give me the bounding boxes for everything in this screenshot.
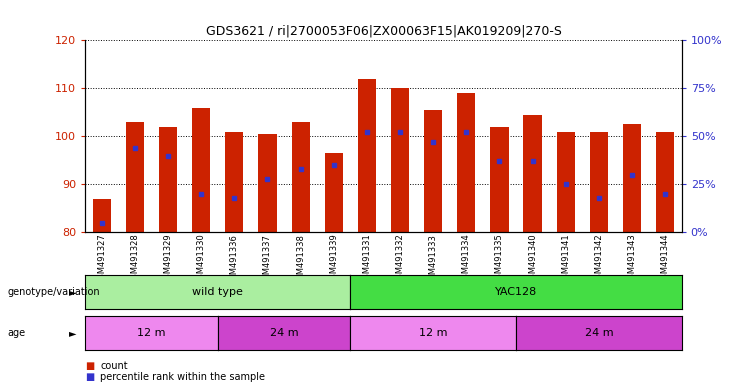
Bar (623, 124, 641, 232)
Text: 12 m: 12 m (419, 328, 448, 338)
Text: age: age (7, 328, 25, 338)
Bar (225, 131, 244, 232)
Bar (424, 110, 442, 232)
Text: ■: ■ (85, 361, 94, 371)
Bar (291, 122, 310, 232)
Text: 24 m: 24 m (270, 328, 299, 338)
Bar (159, 127, 177, 232)
Bar (93, 199, 111, 232)
Bar (491, 127, 508, 232)
Bar (523, 115, 542, 232)
Text: genotype/variation: genotype/variation (7, 287, 100, 297)
Text: wild type: wild type (193, 287, 243, 297)
Title: GDS3621 / ri|2700053F06|ZX00063F15|AK019209|270-S: GDS3621 / ri|2700053F06|ZX00063F15|AK019… (205, 25, 562, 38)
Bar (259, 134, 276, 232)
Bar (391, 88, 409, 232)
Text: 12 m: 12 m (137, 328, 166, 338)
Bar (556, 131, 575, 232)
Text: 24 m: 24 m (585, 328, 614, 338)
Text: percentile rank within the sample: percentile rank within the sample (100, 372, 265, 382)
Bar (126, 122, 144, 232)
Text: count: count (100, 361, 127, 371)
Bar (656, 131, 674, 232)
Text: ►: ► (69, 287, 76, 297)
Text: ►: ► (69, 328, 76, 338)
Text: YAC128: YAC128 (495, 287, 537, 297)
Bar (358, 79, 376, 232)
Bar (590, 131, 608, 232)
Text: ■: ■ (85, 372, 94, 382)
Bar (457, 93, 476, 232)
Bar (325, 153, 343, 232)
Bar (192, 108, 210, 232)
